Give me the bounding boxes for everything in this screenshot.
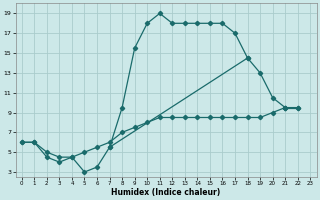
X-axis label: Humidex (Indice chaleur): Humidex (Indice chaleur) [111, 188, 221, 197]
